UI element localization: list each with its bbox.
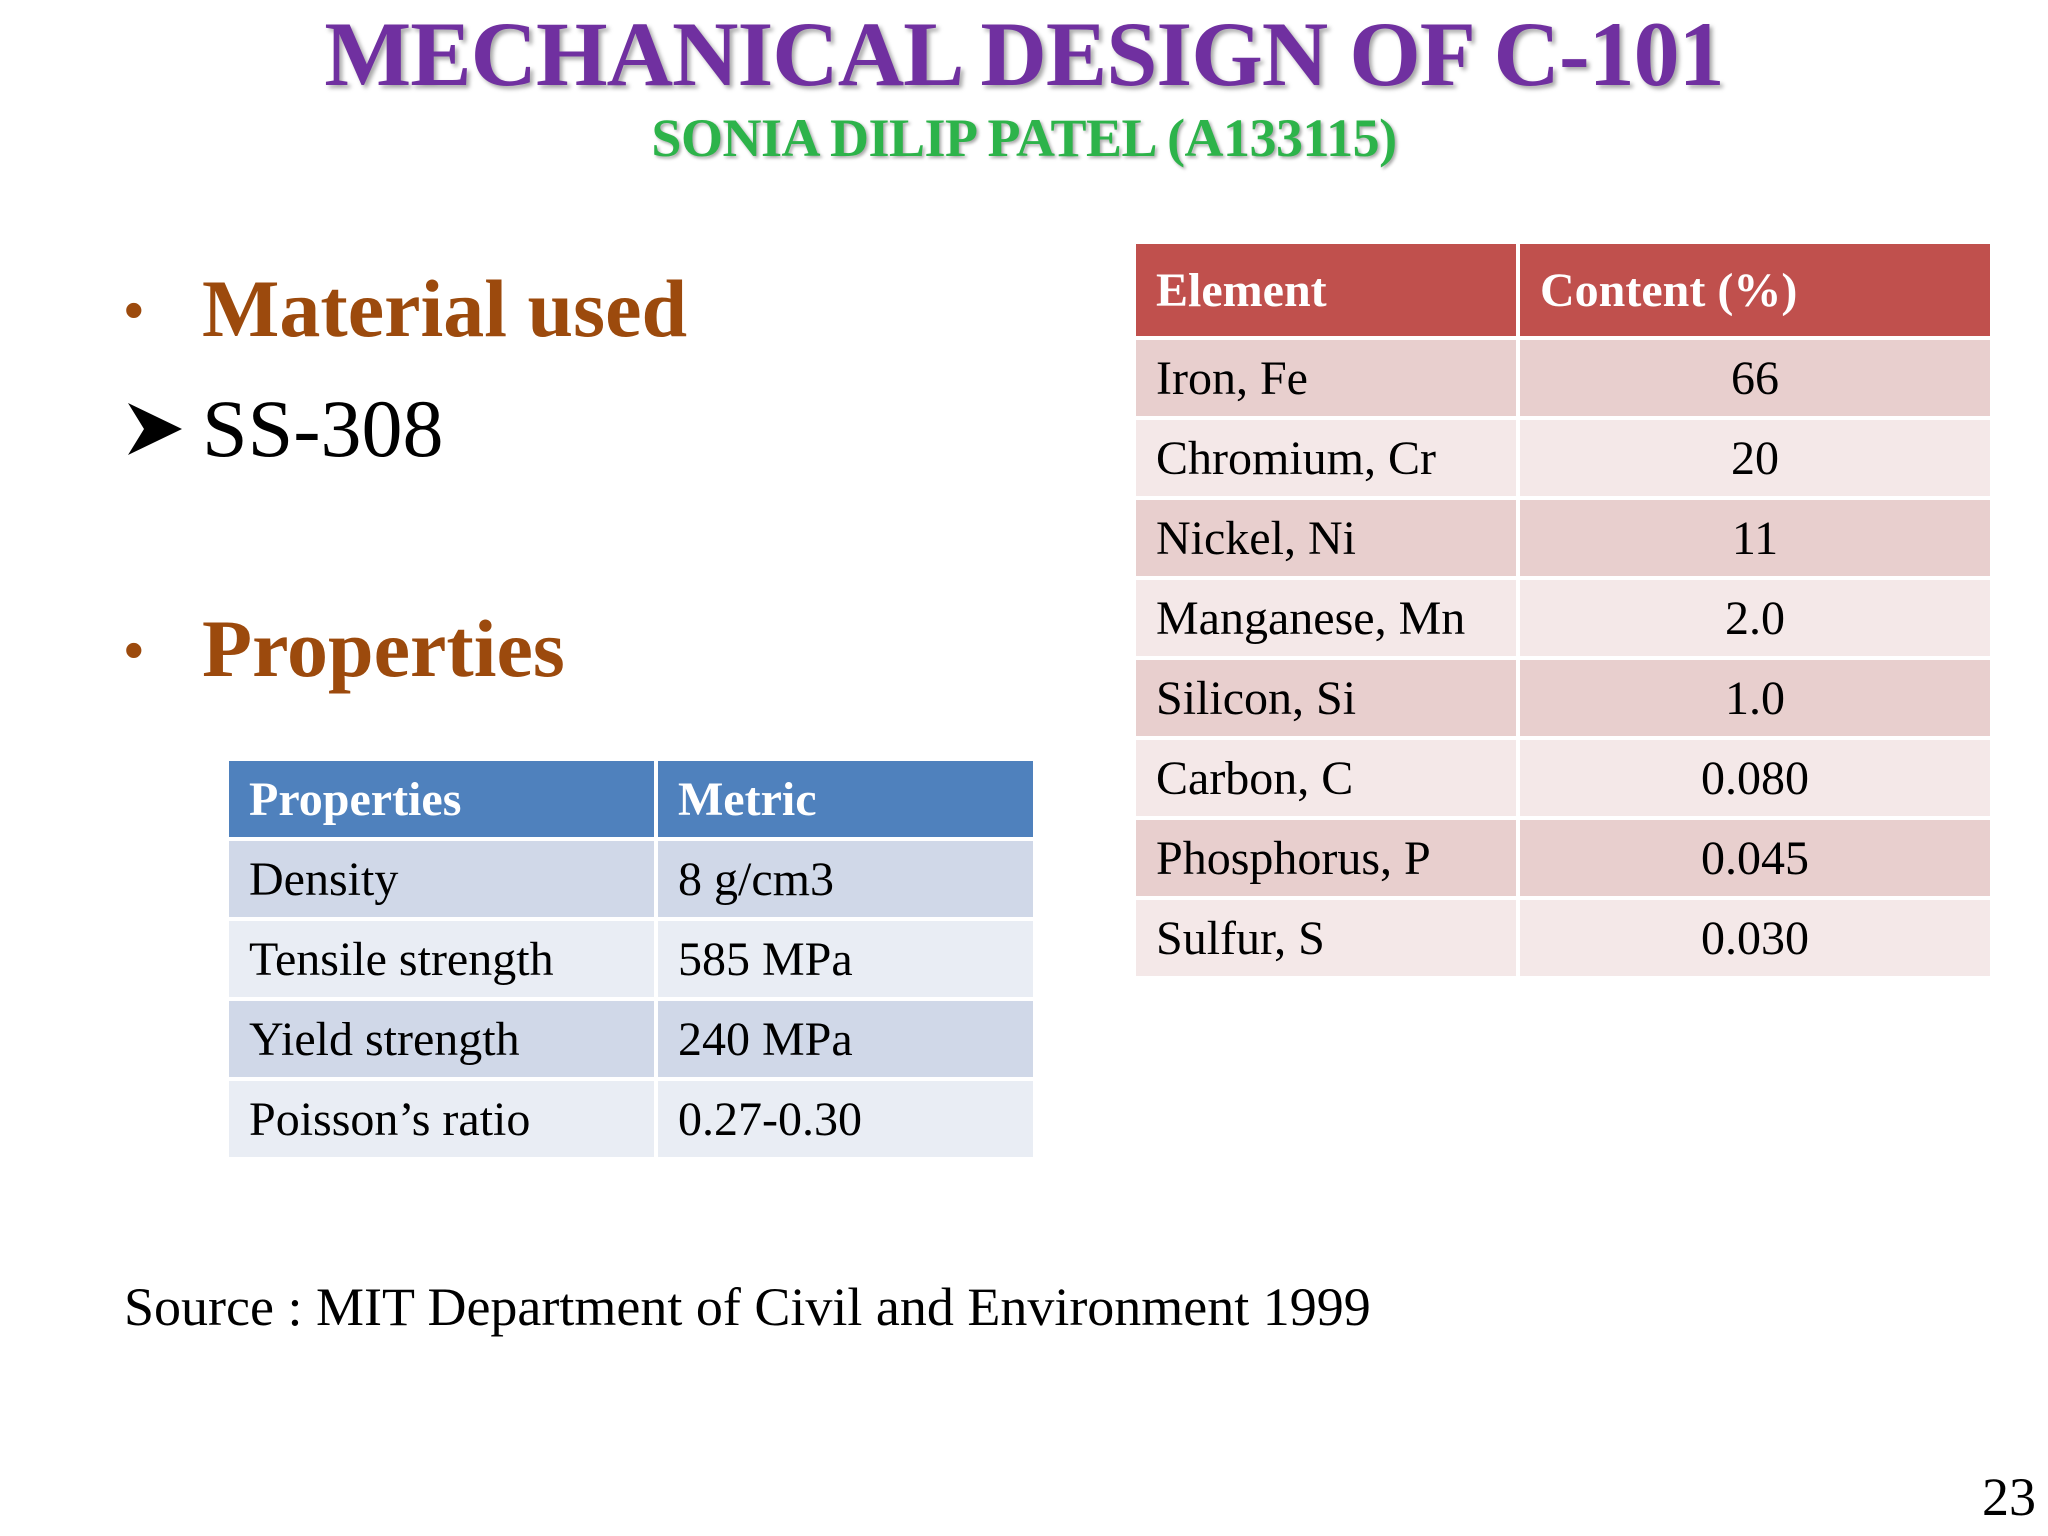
bullet-icon: • bbox=[124, 617, 144, 681]
material-item: SS-308 bbox=[124, 382, 444, 476]
element-name: Sulfur, S bbox=[1132, 896, 1520, 980]
element-content: 2.0 bbox=[1516, 576, 1994, 660]
table-row: Chromium, Cr 20 bbox=[1132, 416, 1994, 500]
properties-table: Properties Metric Density 8 g/cm3 Tensil… bbox=[225, 757, 1037, 1161]
properties-heading: Properties bbox=[202, 603, 565, 694]
table-row: Poisson’s ratio 0.27-0.30 bbox=[225, 1077, 1037, 1161]
element-name: Carbon, C bbox=[1132, 736, 1520, 820]
slide-title: MECHANICAL DESIGN OF C-101 bbox=[324, 3, 1724, 105]
table-header-row: Properties Metric bbox=[225, 757, 1037, 841]
property-name: Poisson’s ratio bbox=[225, 1077, 658, 1161]
table-header-row: Element Content (%) bbox=[1132, 240, 1994, 340]
table-row: Yield strength 240 MPa bbox=[225, 997, 1037, 1081]
material-used-heading: Material used bbox=[202, 263, 688, 354]
table-row: Density 8 g/cm3 bbox=[225, 837, 1037, 921]
table-row: Iron, Fe 66 bbox=[1132, 336, 1994, 420]
property-value: 0.27-0.30 bbox=[654, 1077, 1037, 1161]
table-row: Carbon, C 0.080 bbox=[1132, 736, 1994, 820]
element-name: Phosphorus, P bbox=[1132, 816, 1520, 900]
page-number: 23 bbox=[1982, 1467, 2036, 1527]
element-content: 0.030 bbox=[1516, 896, 1994, 980]
table-row: Nickel, Ni 11 bbox=[1132, 496, 1994, 580]
properties-header-cell: Properties bbox=[225, 757, 658, 841]
element-content: 66 bbox=[1516, 336, 1994, 420]
element-content: 20 bbox=[1516, 416, 1994, 500]
element-name: Silicon, Si bbox=[1132, 656, 1520, 740]
element-content: 0.045 bbox=[1516, 816, 1994, 900]
table-row: Manganese, Mn 2.0 bbox=[1132, 576, 1994, 660]
property-value: 8 g/cm3 bbox=[654, 837, 1037, 921]
element-name: Nickel, Ni bbox=[1132, 496, 1520, 580]
metric-header-cell: Metric bbox=[654, 757, 1037, 841]
table-row: Phosphorus, P 0.045 bbox=[1132, 816, 1994, 900]
table-row: Tensile strength 585 MPa bbox=[225, 917, 1037, 1001]
element-content: 1.0 bbox=[1516, 656, 1994, 740]
element-header-cell: Element bbox=[1132, 240, 1520, 340]
bullet-material-used: • Material used bbox=[124, 262, 687, 356]
property-name: Tensile strength bbox=[225, 917, 658, 1001]
bullet-properties: • Properties bbox=[124, 602, 565, 696]
property-value: 240 MPa bbox=[654, 997, 1037, 1081]
element-name: Chromium, Cr bbox=[1132, 416, 1520, 500]
source-citation: Source : MIT Department of Civil and Env… bbox=[124, 1277, 1371, 1337]
element-content-table: Element Content (%) Iron, Fe 66 Chromium… bbox=[1132, 240, 1994, 980]
content-header-cell: Content (%) bbox=[1516, 240, 1994, 340]
bullet-icon: • bbox=[124, 277, 144, 341]
arrow-bullet-icon bbox=[124, 399, 202, 459]
element-name: Manganese, Mn bbox=[1132, 576, 1520, 660]
table-row: Sulfur, S 0.030 bbox=[1132, 896, 1994, 980]
element-content: 0.080 bbox=[1516, 736, 1994, 820]
table-row: Silicon, Si 1.0 bbox=[1132, 656, 1994, 740]
element-content: 11 bbox=[1516, 496, 1994, 580]
element-name: Iron, Fe bbox=[1132, 336, 1520, 420]
property-value: 585 MPa bbox=[654, 917, 1037, 1001]
slide-subtitle: SONIA DILIP PATEL (A133115) bbox=[651, 108, 1397, 168]
material-name: SS-308 bbox=[202, 383, 444, 474]
property-name: Density bbox=[225, 837, 658, 921]
property-name: Yield strength bbox=[225, 997, 658, 1081]
